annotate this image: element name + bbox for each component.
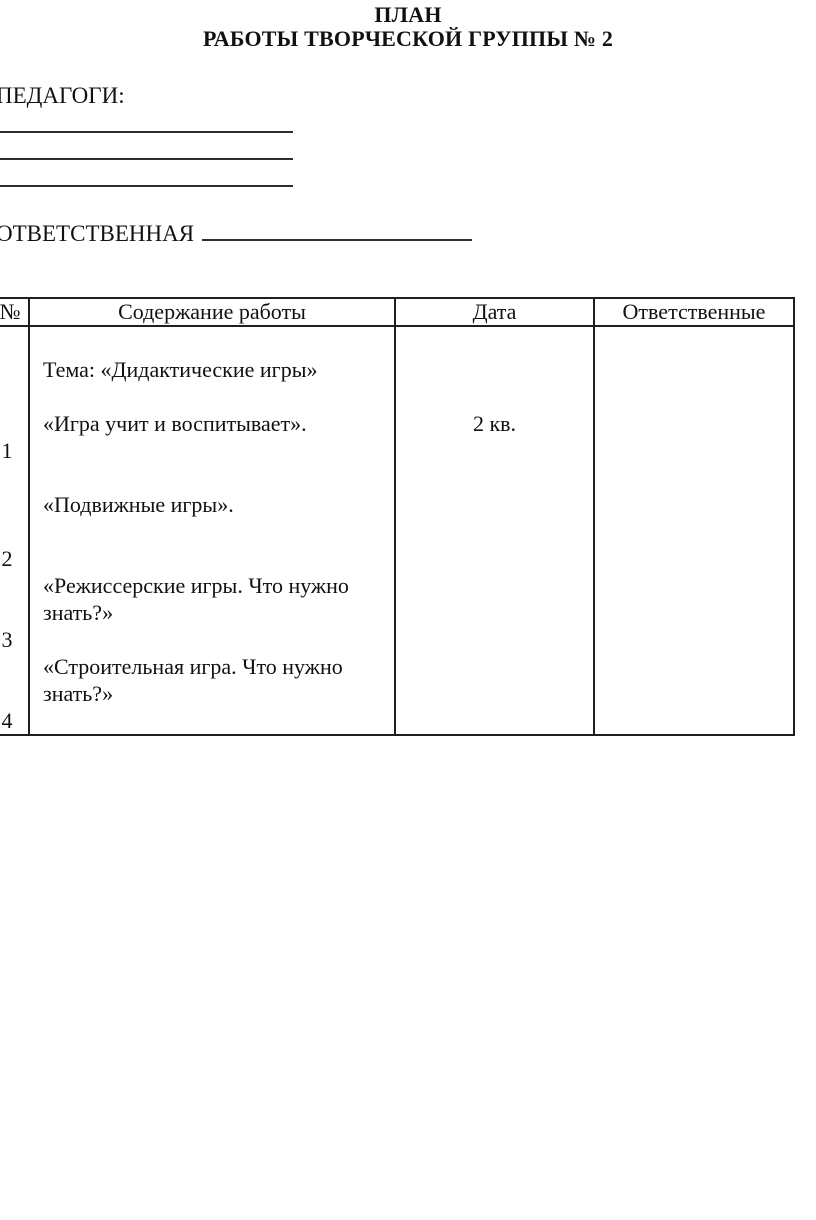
cell-date: 2 кв.	[394, 325, 595, 736]
signature-line	[0, 160, 293, 187]
text-line: 1	[1, 438, 13, 463]
title-line-2: РАБОТЫ ТВОРЧЕСКОЙ ГРУППЫ № 2	[202, 26, 614, 51]
cell-responsible	[593, 325, 795, 736]
text-line	[397, 383, 592, 410]
text-line: «Строительная игра. Что нужно знать?»	[43, 654, 343, 706]
column-header-responsible: Ответственные	[593, 297, 795, 327]
text-line: 4	[1, 708, 13, 733]
text-line	[0, 464, 22, 491]
teachers-label: ПЕДАГОГИ:	[0, 83, 125, 108]
column-header-content: Содержание работы	[28, 297, 396, 327]
text-line	[0, 491, 22, 518]
text-line: «Игра учит и воспитывает».	[43, 411, 307, 436]
teacher-signature-lines	[0, 106, 293, 187]
signature-line	[0, 133, 293, 160]
text-line: 2	[1, 546, 13, 571]
text-line	[397, 329, 592, 356]
text-line: «Подвижные игры».	[43, 492, 234, 517]
text-line	[0, 410, 22, 437]
cell-item-numbers: 1 2 3 4	[0, 325, 30, 736]
text-line	[0, 356, 22, 383]
cell-work-content: Тема: «Дидактические игры» «Игра учит и …	[28, 325, 396, 736]
document-title: ПЛАН РАБОТЫ ТВОРЧЕСКОЙ ГРУППЫ № 2	[0, 3, 816, 51]
text-line	[0, 599, 22, 626]
text-line	[43, 383, 388, 410]
text-line: 3	[1, 627, 13, 652]
text-line	[43, 437, 388, 464]
text-line	[0, 383, 22, 410]
text-line: Тема: «Дидактические игры»	[43, 357, 318, 382]
text-line	[43, 329, 388, 356]
column-header-date: Дата	[394, 297, 595, 327]
responsible-row: ОТВЕТСТВЕННАЯ	[0, 218, 473, 248]
text-line	[43, 464, 388, 491]
text-line	[43, 545, 388, 572]
text-line	[43, 626, 388, 653]
text-line: 2 кв.	[472, 411, 517, 436]
text-line	[0, 653, 22, 680]
table-body-row: 1 2 3 4 Тема: «Дидактические игры» «Игра…	[0, 325, 795, 736]
text-line	[0, 680, 22, 707]
table-header-row: № Содержание работы Дата Ответственные	[0, 297, 795, 327]
signature-line	[0, 106, 293, 133]
responsible-blank-line	[202, 218, 473, 241]
text-line: «Режиссерские игры. Что нужно знать?»	[43, 573, 349, 625]
text-line	[397, 356, 592, 383]
plan-table: № Содержание работы Дата Ответственные 1…	[0, 297, 795, 736]
text-line	[0, 572, 22, 599]
text-line	[0, 518, 22, 545]
title-line-1: ПЛАН	[374, 2, 442, 27]
text-line	[43, 518, 388, 545]
responsible-label: ОТВЕТСТВЕННАЯ	[0, 221, 195, 246]
column-header-number: №	[0, 297, 30, 327]
text-line	[0, 329, 22, 356]
